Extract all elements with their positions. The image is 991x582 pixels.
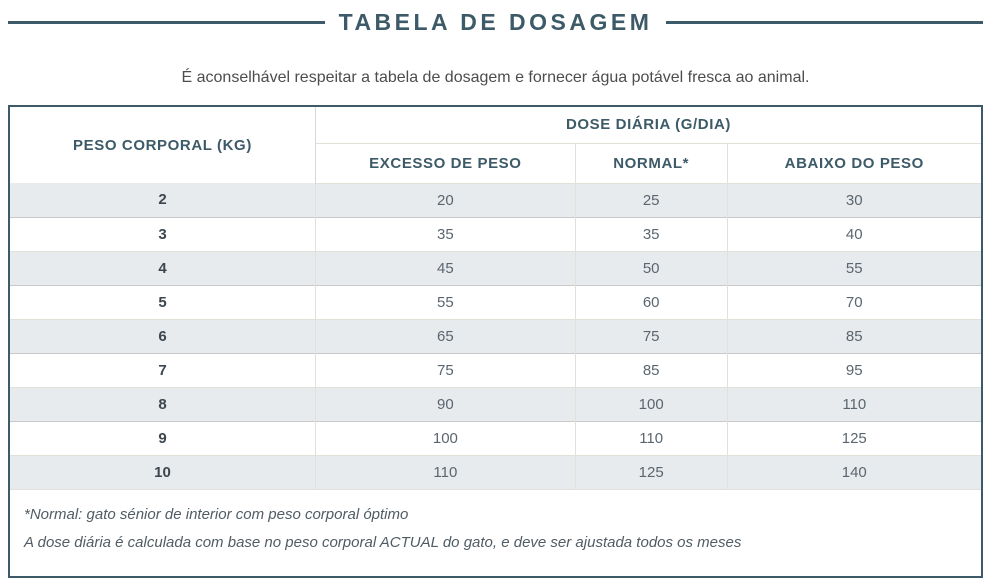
- header-excesso-de-peso: EXCESSO DE PESO: [315, 143, 576, 184]
- weight-cell: 5: [158, 293, 167, 311]
- dose-cell: 110: [314, 455, 576, 489]
- table-row: 4 45 50 55: [9, 251, 982, 285]
- dose-cell: 50: [574, 251, 728, 285]
- dose-cell: 95: [726, 353, 982, 387]
- section-title-row: TABELA DE DOSAGEM: [8, 9, 983, 36]
- dose-cell: 70: [726, 285, 982, 319]
- table-row: 6 65 75 85: [9, 319, 982, 353]
- dose-cell: 140: [726, 455, 982, 489]
- dose-cell: 125: [574, 455, 728, 489]
- header-row-sub: EXCESSO DE PESO NORMAL* ABAIXO DO PESO: [9, 143, 982, 184]
- dose-cell: 35: [314, 217, 576, 251]
- table-row: 2 20 25 30: [9, 183, 982, 217]
- weight-cell: 7: [158, 361, 167, 379]
- table-row: 8 90 100 110: [9, 387, 982, 421]
- table-row: 5 55 60 70: [9, 285, 982, 319]
- dose-cell: 85: [726, 319, 982, 353]
- footnote-dose-diaria: A dose diária é calculada com base no pe…: [24, 533, 742, 551]
- footnote-normal: *Normal: gato sénior de interior com pes…: [24, 505, 409, 523]
- dosage-table: PESO CORPORAL (KG) DOSE DIÁRIA (G/DIA) E…: [8, 105, 983, 578]
- dose-cell: 110: [574, 421, 728, 455]
- dose-cell: 35: [574, 217, 728, 251]
- dose-cell: 85: [574, 353, 728, 387]
- table-header: PESO CORPORAL (KG) DOSE DIÁRIA (G/DIA) E…: [9, 106, 982, 184]
- header-peso-corporal: PESO CORPORAL (KG): [9, 106, 316, 183]
- dose-cell: 65: [314, 319, 576, 353]
- weight-cell: 4: [158, 259, 167, 277]
- dose-cell: 55: [726, 251, 982, 285]
- dose-cell: 100: [574, 387, 728, 421]
- header-row-group: PESO CORPORAL (KG) DOSE DIÁRIA (G/DIA): [9, 106, 982, 183]
- weight-cell: 8: [158, 395, 167, 413]
- table-footer: *Normal: gato sénior de interior com pes…: [9, 488, 982, 577]
- weight-cell: 9: [158, 429, 167, 447]
- dose-cell: 60: [574, 285, 728, 319]
- title-rule-right: [666, 21, 983, 24]
- dose-cell: 75: [314, 353, 576, 387]
- table-body: 2 20 25 30 3 35 35 40 4 45 50 55 5 55 60 70 6 65 75 85 7 75 85…: [9, 183, 982, 489]
- header-normal: NORMAL*: [574, 143, 728, 184]
- dose-cell: 30: [726, 183, 982, 217]
- table-row: 10 110 125 140: [9, 455, 982, 489]
- dose-cell: 90: [314, 387, 576, 421]
- table-row: 3 35 35 40: [9, 217, 982, 251]
- dose-cell: 125: [726, 421, 982, 455]
- weight-cell: 6: [158, 327, 167, 345]
- subtitle: É aconselhável respeitar a tabela de dos…: [181, 69, 810, 86]
- dose-cell: 40: [726, 217, 982, 251]
- header-abaixo-do-peso: ABAIXO DO PESO: [726, 143, 982, 184]
- table-row: 9 100 110 125: [9, 421, 982, 455]
- footnotes-row: *Normal: gato sénior de interior com pes…: [9, 488, 982, 577]
- header-dose-diaria: DOSE DIÁRIA (G/DIA): [315, 106, 982, 144]
- dose-cell: 55: [314, 285, 576, 319]
- dose-cell: 45: [314, 251, 576, 285]
- dose-cell: 110: [726, 387, 982, 421]
- title-rule-left: [8, 21, 325, 24]
- weight-cell: 2: [158, 191, 167, 209]
- table-row: 7 75 85 95: [9, 353, 982, 387]
- footnotes-cell: *Normal: gato sénior de interior com pes…: [9, 488, 982, 577]
- weight-cell: 10: [154, 463, 171, 481]
- dose-cell: 75: [574, 319, 728, 353]
- weight-cell: 3: [158, 225, 167, 243]
- page-title: TABELA DE DOSAGEM: [338, 9, 653, 35]
- dose-cell: 25: [574, 183, 728, 217]
- dose-cell: 20: [314, 183, 576, 217]
- dose-cell: 100: [314, 421, 576, 455]
